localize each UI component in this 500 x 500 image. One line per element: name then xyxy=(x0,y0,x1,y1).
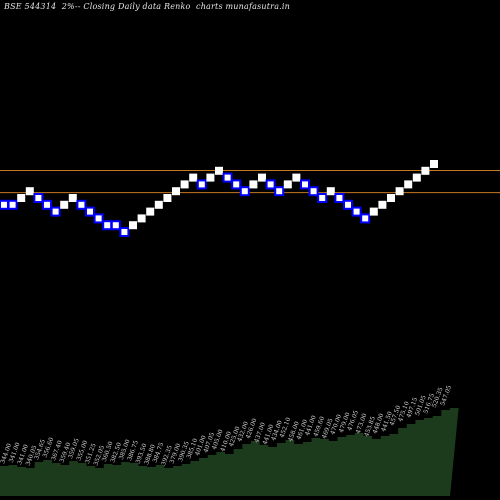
down-brick xyxy=(93,213,104,224)
up-brick xyxy=(283,180,292,189)
up-brick xyxy=(395,187,404,196)
down-brick xyxy=(196,179,207,190)
up-brick xyxy=(258,173,266,182)
down-brick xyxy=(274,186,285,197)
down-brick xyxy=(308,186,319,197)
level-lines xyxy=(0,169,500,194)
up-brick xyxy=(146,207,155,216)
up-brick xyxy=(163,194,172,202)
down-brick xyxy=(351,206,362,217)
down-brick xyxy=(360,213,371,224)
up-brick xyxy=(249,180,258,189)
up-brick xyxy=(25,187,34,196)
up-brick xyxy=(154,200,163,209)
up-brick xyxy=(180,180,189,189)
up-brick xyxy=(129,221,137,230)
down-brick xyxy=(119,227,130,237)
up-brick xyxy=(172,187,180,196)
up-brick xyxy=(430,160,438,168)
down-brick xyxy=(110,220,121,231)
down-brick xyxy=(334,193,345,203)
up-brick xyxy=(206,173,215,182)
down-brick xyxy=(0,199,9,210)
up-brick xyxy=(378,200,387,209)
down-brick xyxy=(239,186,250,197)
up-brick xyxy=(60,200,69,209)
down-brick xyxy=(7,199,18,210)
down-brick xyxy=(102,220,113,231)
up-brick xyxy=(215,166,223,175)
down-brick xyxy=(231,179,242,190)
down-brick xyxy=(50,206,61,217)
up-brick xyxy=(404,180,413,189)
down-brick xyxy=(42,199,52,210)
down-brick xyxy=(85,206,95,217)
volume-area-path xyxy=(0,408,459,496)
up-brick xyxy=(421,166,430,175)
up-brick xyxy=(292,173,301,182)
down-brick xyxy=(343,199,353,210)
up-brick xyxy=(387,194,395,202)
down-brick xyxy=(317,193,328,203)
up-brick xyxy=(412,173,421,182)
up-brick xyxy=(68,194,77,202)
down-brick xyxy=(33,193,44,203)
down-brick xyxy=(265,179,276,190)
up-brick xyxy=(189,173,198,182)
down-brick xyxy=(222,172,233,183)
volume-area xyxy=(0,408,459,496)
up-brick xyxy=(326,187,335,196)
up-brick xyxy=(137,214,146,223)
down-brick xyxy=(76,199,87,210)
up-brick xyxy=(17,194,26,202)
renko-bricks xyxy=(0,160,438,237)
up-brick xyxy=(369,207,378,216)
chart-title: BSE 544314 2%-- Closing Daily data Renko… xyxy=(4,2,291,11)
down-brick xyxy=(300,179,310,190)
